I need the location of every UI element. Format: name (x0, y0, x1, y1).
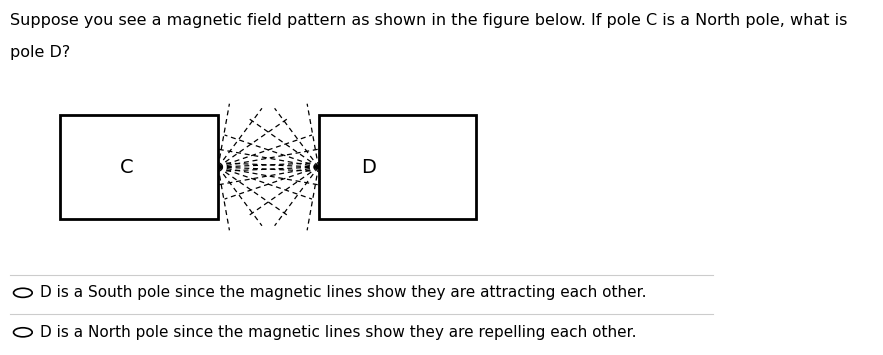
Text: D is a South pole since the magnetic lines show they are attracting each other.: D is a South pole since the magnetic lin… (40, 285, 646, 300)
Text: pole D?: pole D? (10, 45, 71, 60)
Text: Suppose you see a magnetic field pattern as shown in the figure below. If pole C: Suppose you see a magnetic field pattern… (10, 13, 848, 28)
Text: D is a North pole since the magnetic lines show they are repelling each other.: D is a North pole since the magnetic lin… (40, 325, 637, 340)
Text: D: D (361, 158, 376, 176)
Text: C: C (120, 158, 133, 176)
FancyBboxPatch shape (60, 115, 218, 219)
FancyBboxPatch shape (319, 115, 476, 219)
